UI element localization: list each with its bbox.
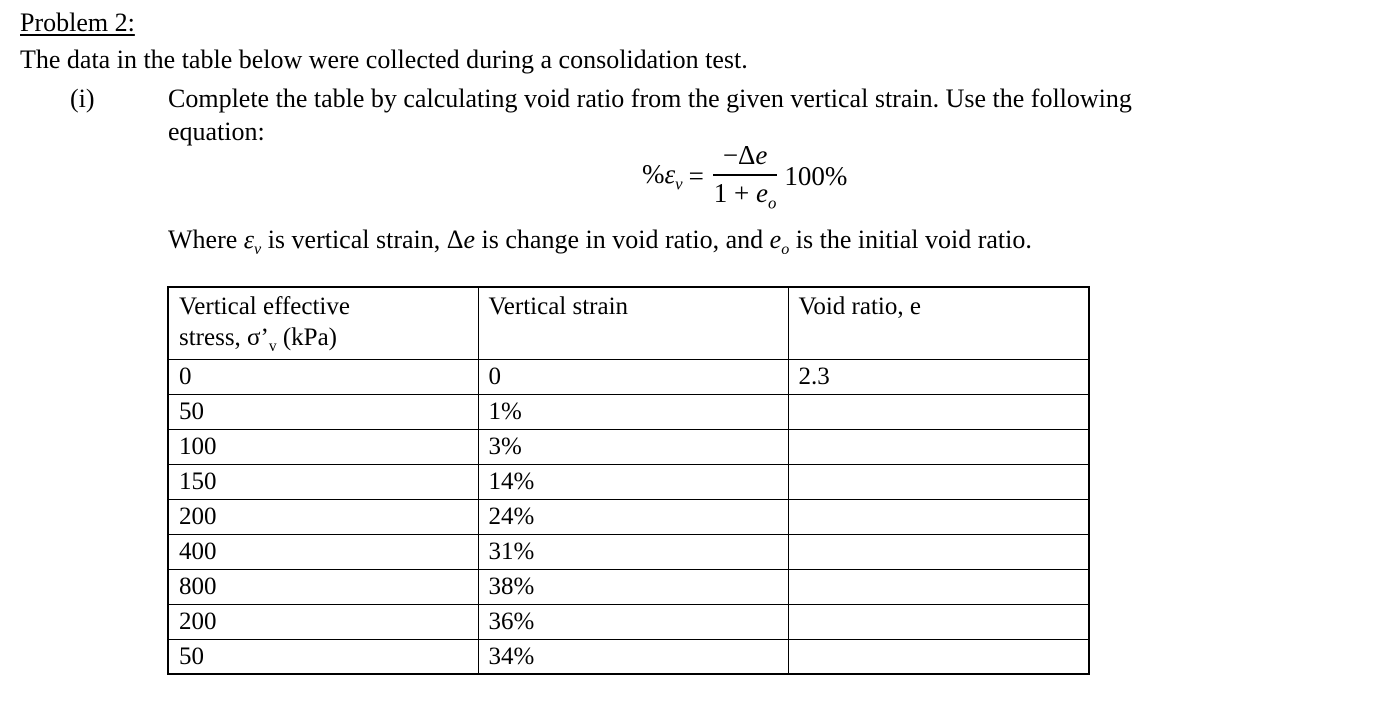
denominator-variable: e <box>756 178 769 209</box>
cell-void-ratio <box>787 603 1090 640</box>
consolidation-table-body: 0 0 2.3 50 1% 100 3% 150 14% 200 24% 400 31% 800 38% 20… <box>167 358 1090 675</box>
cell-stress: 100 <box>167 428 479 465</box>
numerator-variable: e <box>755 140 768 170</box>
epsilon-subscript: v <box>254 241 262 259</box>
cell-stress: 400 <box>167 533 479 570</box>
equation-lhs: %εv <box>642 159 683 194</box>
denominator-prefix: 1 + <box>713 178 757 209</box>
cell-void-ratio <box>787 463 1090 500</box>
where-text-2: is vertical strain, <box>261 225 447 254</box>
cell-void-ratio <box>787 568 1090 605</box>
table-row: 200 24% <box>167 498 1090 535</box>
equation-factor: 100% <box>784 160 848 191</box>
where-text-3: is change in void ratio, and <box>475 225 770 254</box>
table-row: 50 1% <box>167 393 1090 430</box>
cell-stress: 50 <box>167 393 479 430</box>
cell-strain: 3% <box>477 428 789 465</box>
cell-stress: 0 <box>167 358 479 395</box>
header-stress-line2: stress, σ’v (kPa) <box>179 324 338 355</box>
cell-void-ratio <box>787 638 1090 675</box>
cell-strain: 36% <box>477 603 789 640</box>
delta-symbol: Δ <box>446 225 464 254</box>
cell-void-ratio <box>787 393 1090 430</box>
cell-strain: 14% <box>477 463 789 500</box>
item-text-line2: equation: <box>168 117 265 146</box>
header-void-ratio: Void ratio, e <box>787 286 1090 360</box>
fraction: −Δe 1 + eo <box>712 140 778 213</box>
cell-void-ratio <box>787 498 1090 535</box>
cell-void-ratio <box>787 428 1090 465</box>
table-row: 50 34% <box>167 638 1090 675</box>
equals-sign: = <box>688 160 704 191</box>
cell-strain: 24% <box>477 498 789 535</box>
where-text-4: is the initial void ratio. <box>789 225 1032 254</box>
percent-sign: % <box>642 158 665 189</box>
header-stress-line2-pre: stress, σ’ <box>179 324 269 352</box>
denominator-subscript: o <box>768 193 777 213</box>
header-stress-line1: Vertical effective <box>179 293 350 320</box>
numerator-prefix: −Δ <box>722 140 756 170</box>
header-stress-line2-post: (kPa) <box>276 324 338 352</box>
cell-strain: 0 <box>477 358 789 395</box>
fraction-denominator: 1 + eo <box>713 176 778 213</box>
cell-void-ratio <box>787 533 1090 570</box>
cell-strain: 1% <box>477 393 789 430</box>
intro-text: The data in the table below were collect… <box>20 45 748 74</box>
cell-strain: 34% <box>477 638 789 675</box>
item-text-line1: Complete the table by calculating void r… <box>168 84 1132 113</box>
table-row: 400 31% <box>167 533 1090 570</box>
cell-stress: 200 <box>167 498 479 535</box>
problem-title: Problem 2: <box>20 8 135 37</box>
epsilon-symbol: ε <box>243 225 255 254</box>
consolidation-table: Vertical effective stress, σ’v (kPa) Ver… <box>167 286 1090 676</box>
table-row: 0 0 2.3 <box>167 358 1090 395</box>
header-strain: Vertical strain <box>477 286 789 360</box>
table-row: 100 3% <box>167 428 1090 465</box>
e-subscript: o <box>781 241 790 259</box>
sigma-subscript: v <box>268 338 277 356</box>
cell-strain: 31% <box>477 533 789 570</box>
table-header-row: Vertical effective stress, σ’v (kPa) Ver… <box>167 286 1090 360</box>
cell-stress: 800 <box>167 568 479 605</box>
fraction-numerator: −Δe <box>712 140 778 177</box>
cell-strain: 38% <box>477 568 789 605</box>
epsilon-subscript: v <box>675 174 683 194</box>
table-row: 150 14% <box>167 463 1090 500</box>
header-stress: Vertical effective stress, σ’v (kPa) <box>167 286 479 360</box>
delta-variable: e <box>463 225 476 254</box>
item-label: (i) <box>70 84 95 113</box>
e-variable: e <box>769 225 782 254</box>
cell-stress: 150 <box>167 463 479 500</box>
consolidation-table-wrap: Vertical effective stress, σ’v (kPa) Ver… <box>167 286 1090 676</box>
table-row: 200 36% <box>167 603 1090 640</box>
cell-void-ratio: 2.3 <box>787 358 1090 395</box>
cell-stress: 50 <box>167 638 479 675</box>
epsilon-symbol: ε <box>664 158 676 189</box>
table-row: 800 38% <box>167 568 1090 605</box>
cell-stress: 200 <box>167 603 479 640</box>
strain-equation: %εv = −Δe 1 + eo 100% <box>642 140 847 213</box>
where-text-1: Where <box>168 225 244 254</box>
variable-definitions: Where εv is vertical strain, Δe is chang… <box>168 225 1032 259</box>
